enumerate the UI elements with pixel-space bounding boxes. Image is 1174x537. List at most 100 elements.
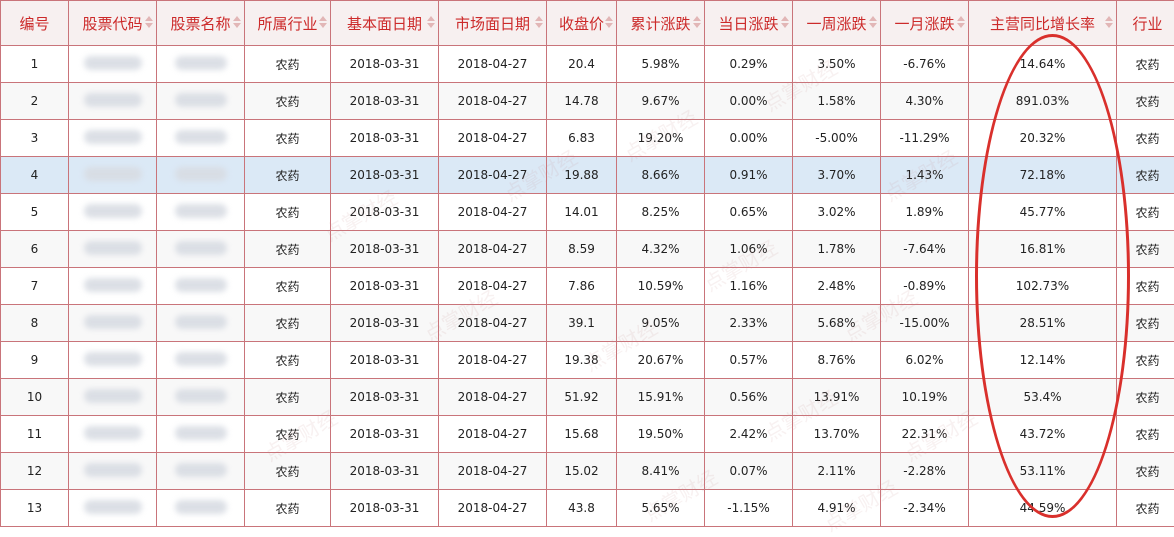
column-header-revenue-growth[interactable]: 主营同比增长率 — [968, 0, 1117, 46]
cell-daily-change: 2.33% — [704, 304, 793, 342]
cell-cumulative-change: 19.50% — [616, 415, 705, 453]
cell-fundamental-date: 2018-03-31 — [330, 119, 439, 157]
redacted-text — [174, 425, 227, 440]
cell-revenue-growth: 53.11% — [968, 452, 1117, 490]
cell-weekly-change: 3.50% — [792, 45, 881, 83]
redacted-text — [174, 277, 227, 292]
cell-fundamental-date: 2018-03-31 — [330, 267, 439, 305]
sort-icon[interactable] — [693, 14, 701, 32]
cell-monthly-change: 4.30% — [880, 82, 969, 120]
cell-market-date: 2018-04-27 — [438, 304, 547, 342]
column-header-cumulative-change[interactable]: 累计涨跌 — [616, 0, 705, 46]
cell-cumulative-change: 8.66% — [616, 156, 705, 194]
cell-monthly-change: -11.29% — [880, 119, 969, 157]
cell-industry: 农药 — [244, 489, 331, 527]
cell-cumulative-change: 5.65% — [616, 489, 705, 527]
column-header-index[interactable]: 编号 — [0, 0, 69, 46]
cell-weekly-change: 3.02% — [792, 193, 881, 231]
cell-close-price: 51.92 — [546, 378, 617, 416]
table-row[interactable]: 4 农药 2018-03-31 2018-04-27 19.88 8.66% 0.91% 3.… — [0, 156, 1174, 194]
cell-monthly-change: -0.89% — [880, 267, 969, 305]
table-row[interactable]: 12 农药 2018-03-31 2018-04-27 15.02 8.41% 0.07% 2… — [0, 452, 1174, 490]
table-row[interactable]: 7 农药 2018-03-31 2018-04-27 7.86 10.59% 1.16% 2.… — [0, 267, 1174, 305]
cell-revenue-growth: 891.03% — [968, 82, 1117, 120]
sort-icon[interactable] — [535, 14, 543, 32]
column-header-market-date[interactable]: 市场面日期 — [438, 0, 547, 46]
cell-close-price: 43.8 — [546, 489, 617, 527]
sort-icon[interactable] — [427, 14, 435, 32]
cell-weekly-change: 4.91% — [792, 489, 881, 527]
table-body: 1 农药 2018-03-31 2018-04-27 20.4 5.98% 0.29% 3.5… — [0, 45, 1174, 527]
table-row[interactable]: 13 农药 2018-03-31 2018-04-27 43.8 5.65% -1.15% 4… — [0, 489, 1174, 527]
sort-icon[interactable] — [319, 14, 327, 32]
table-row[interactable]: 2 农药 2018-03-31 2018-04-27 14.78 9.67% 0.00% 1.… — [0, 82, 1174, 120]
cell-industry-2: 农药 — [1116, 119, 1174, 157]
column-header-stock-code[interactable]: 股票代码 — [68, 0, 157, 46]
cell-weekly-change: 8.76% — [792, 341, 881, 379]
cell-industry: 农药 — [244, 230, 331, 268]
cell-revenue-growth: 44.59% — [968, 489, 1117, 527]
column-header-industry-2[interactable]: 行业 — [1116, 0, 1174, 46]
cell-fundamental-date: 2018-03-31 — [330, 230, 439, 268]
cell-stock-name — [156, 193, 245, 231]
cell-industry: 农药 — [244, 452, 331, 490]
cell-monthly-change: -2.34% — [880, 489, 969, 527]
sort-icon[interactable] — [869, 14, 877, 32]
sort-icon[interactable] — [233, 14, 241, 32]
cell-monthly-change: -15.00% — [880, 304, 969, 342]
column-header-fundamental-date[interactable]: 基本面日期 — [330, 0, 439, 46]
cell-monthly-change: -6.76% — [880, 45, 969, 83]
redacted-text — [83, 499, 142, 514]
cell-fundamental-date: 2018-03-31 — [330, 378, 439, 416]
cell-weekly-change: 5.68% — [792, 304, 881, 342]
column-header-weekly-change[interactable]: 一周涨跌 — [792, 0, 881, 46]
cell-market-date: 2018-04-27 — [438, 156, 547, 194]
cell-revenue-growth: 72.18% — [968, 156, 1117, 194]
column-header-daily-change[interactable]: 当日涨跌 — [704, 0, 793, 46]
cell-market-date: 2018-04-27 — [438, 378, 547, 416]
column-header-monthly-change[interactable]: 一月涨跌 — [880, 0, 969, 46]
cell-industry-2: 农药 — [1116, 267, 1174, 305]
table-row[interactable]: 3 农药 2018-03-31 2018-04-27 6.83 19.20% 0.00% -5… — [0, 119, 1174, 157]
table-row[interactable]: 6 农药 2018-03-31 2018-04-27 8.59 4.32% 1.06% 1.7… — [0, 230, 1174, 268]
cell-close-price: 7.86 — [546, 267, 617, 305]
table-row[interactable]: 5 农药 2018-03-31 2018-04-27 14.01 8.25% 0.65% 3.… — [0, 193, 1174, 231]
cell-stock-code — [68, 45, 157, 83]
sort-icon[interactable] — [1105, 14, 1113, 32]
cell-index: 5 — [0, 193, 69, 231]
table-row[interactable]: 10 农药 2018-03-31 2018-04-27 51.92 15.91% 0.56%… — [0, 378, 1174, 416]
cell-weekly-change: 13.70% — [792, 415, 881, 453]
table-row[interactable]: 11 农药 2018-03-31 2018-04-27 15.68 19.50% 2.42%… — [0, 415, 1174, 453]
cell-industry: 农药 — [244, 193, 331, 231]
redacted-text — [174, 462, 227, 477]
sort-icon[interactable] — [145, 14, 153, 32]
cell-weekly-change: 1.58% — [792, 82, 881, 120]
cell-daily-change: 0.56% — [704, 378, 793, 416]
cell-stock-name — [156, 230, 245, 268]
redacted-text — [83, 129, 142, 144]
cell-close-price: 39.1 — [546, 304, 617, 342]
column-header-stock-name[interactable]: 股票名称 — [156, 0, 245, 46]
cell-industry-2: 农药 — [1116, 304, 1174, 342]
sort-icon[interactable] — [605, 14, 613, 32]
cell-revenue-growth: 45.77% — [968, 193, 1117, 231]
cell-close-price: 20.4 — [546, 45, 617, 83]
cell-stock-code — [68, 489, 157, 527]
cell-market-date: 2018-04-27 — [438, 82, 547, 120]
sort-icon[interactable] — [781, 14, 789, 32]
table-row[interactable]: 9 农药 2018-03-31 2018-04-27 19.38 20.67% 0.57% 8… — [0, 341, 1174, 379]
table-row[interactable]: 1 农药 2018-03-31 2018-04-27 20.4 5.98% 0.29% 3.5… — [0, 45, 1174, 83]
cell-cumulative-change: 8.41% — [616, 452, 705, 490]
column-header-close-price[interactable]: 收盘价 — [546, 0, 617, 46]
cell-market-date: 2018-04-27 — [438, 415, 547, 453]
sort-icon[interactable] — [957, 14, 965, 32]
redacted-text — [83, 388, 142, 403]
cell-fundamental-date: 2018-03-31 — [330, 156, 439, 194]
cell-industry-2: 农药 — [1116, 230, 1174, 268]
cell-stock-name — [156, 415, 245, 453]
column-header-industry[interactable]: 所属行业 — [244, 0, 331, 46]
cell-stock-name — [156, 489, 245, 527]
cell-fundamental-date: 2018-03-31 — [330, 489, 439, 527]
table-row[interactable]: 8 农药 2018-03-31 2018-04-27 39.1 9.05% 2.33% 5.6… — [0, 304, 1174, 342]
cell-cumulative-change: 4.32% — [616, 230, 705, 268]
